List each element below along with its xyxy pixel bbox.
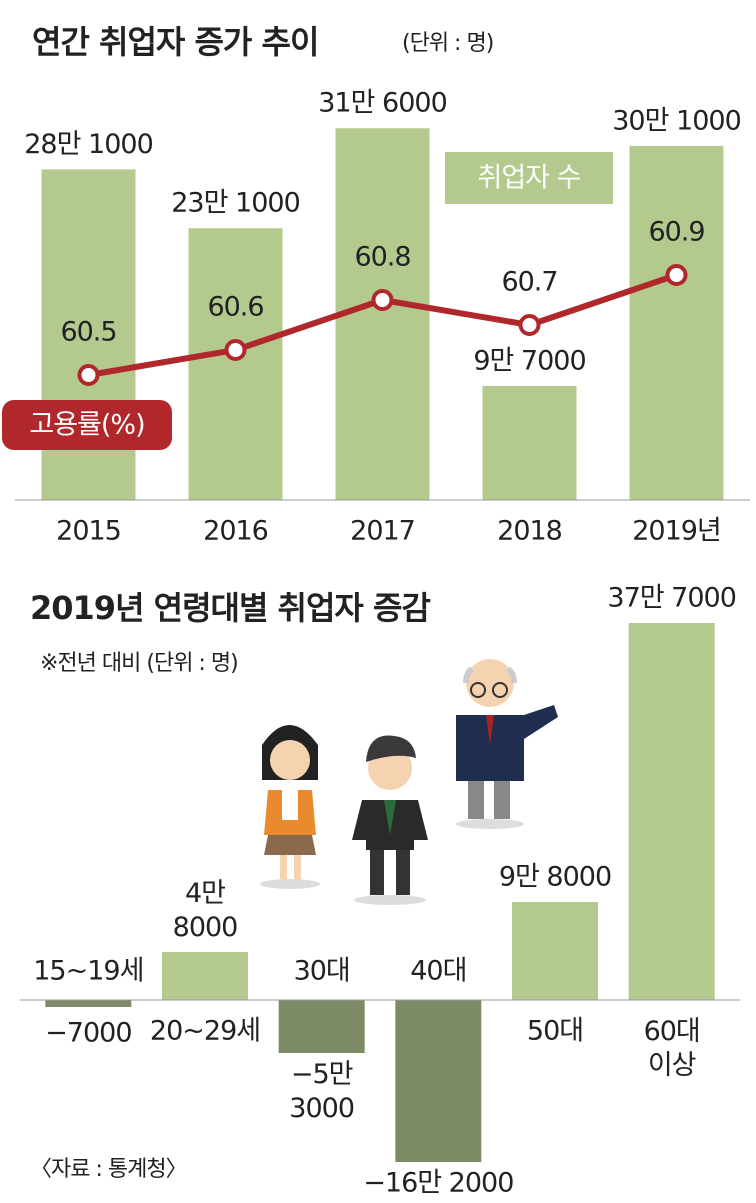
x-tick-label: 15~19세	[33, 956, 143, 987]
line-value-label: 60.6	[207, 292, 263, 323]
value-label: 4만 8000	[173, 878, 238, 943]
value-label: 9만 7000	[473, 345, 585, 376]
line-point	[77, 364, 100, 386]
value-label: −7000	[45, 1018, 131, 1049]
line-point	[371, 289, 394, 311]
value-label: −16만 2000	[363, 1168, 513, 1199]
x-tick-label: 50대	[527, 1016, 583, 1047]
bar	[628, 623, 715, 1000]
chart-title: 2019년 연령대별 취업자 증감	[30, 589, 430, 627]
legend-swatch	[2, 400, 172, 450]
x-tick-label: 2018	[497, 516, 562, 547]
bar	[395, 1000, 482, 1162]
x-tick-label: 2017	[350, 516, 415, 547]
bar	[278, 1000, 365, 1053]
x-tick-label: 2015	[56, 516, 121, 547]
bar	[188, 228, 283, 500]
value-label: 23만 1000	[171, 188, 300, 219]
x-tick-label: 30대	[294, 956, 350, 987]
chart-subtitle: (단위 : 명)	[402, 31, 493, 56]
line-value-label: 60.9	[648, 217, 704, 248]
line-point	[224, 339, 247, 361]
x-tick-label: 60대 이상	[644, 1016, 700, 1081]
line-value-label: 60.8	[354, 242, 410, 273]
x-tick-label: 20~29세	[150, 1016, 260, 1047]
bar	[482, 385, 577, 500]
line-value-label: 60.5	[60, 317, 116, 348]
x-tick-label: 2019년	[632, 516, 721, 547]
legend-label: 고용률(%)	[29, 410, 144, 441]
value-label: 37만 7000	[607, 583, 736, 614]
value-label: 31만 6000	[318, 88, 447, 119]
legend-label: 취업자 수	[478, 163, 581, 194]
chart-subtitle: ※전년 대비 (단위 : 명)	[40, 651, 238, 676]
bar	[45, 1000, 132, 1007]
x-tick-label: 2016	[203, 516, 268, 547]
legend-swatch	[445, 152, 613, 204]
line-point	[518, 314, 541, 336]
line-value-label: 60.7	[501, 267, 557, 298]
value-label: −5만 3000	[289, 1059, 354, 1124]
value-label: 28만 1000	[24, 129, 153, 160]
source: 〈자료 : 통계청〉	[30, 1157, 187, 1182]
bar	[162, 952, 248, 1000]
bar	[512, 902, 598, 1000]
bar	[629, 145, 724, 500]
line-point	[665, 264, 688, 286]
bar	[335, 128, 430, 500]
chart-title: 연간 취업자 증가 추이	[32, 23, 318, 61]
value-label: 30만 1000	[612, 105, 741, 136]
illustration	[260, 659, 558, 905]
value-label: 9만 8000	[499, 862, 611, 893]
x-tick-label: 40대	[410, 956, 466, 987]
